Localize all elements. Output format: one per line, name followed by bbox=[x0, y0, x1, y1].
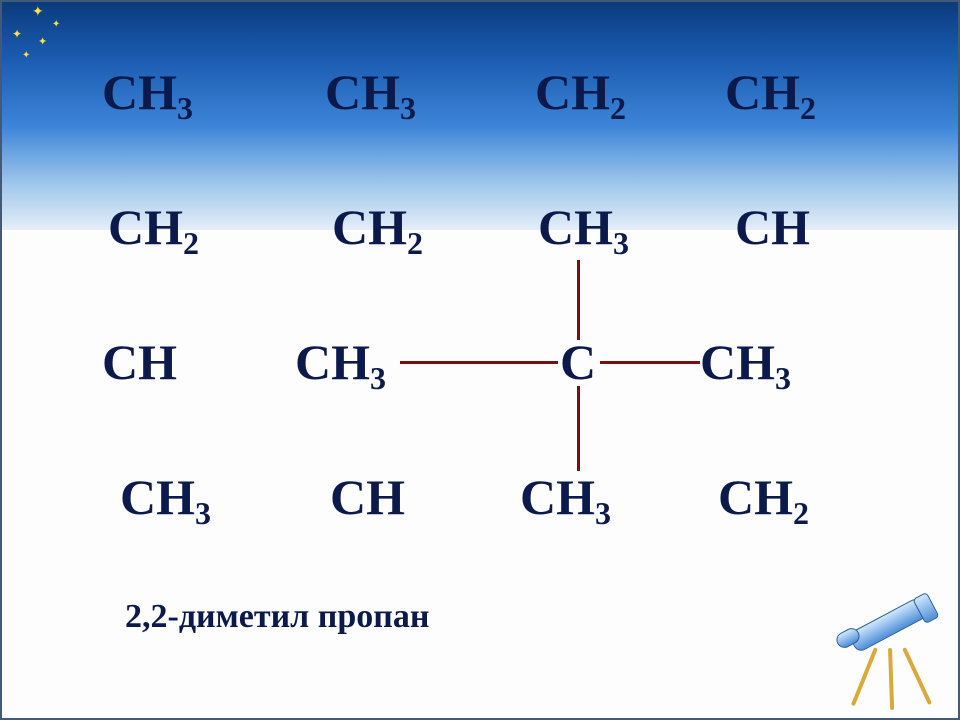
formula-sub: 2 bbox=[793, 495, 809, 531]
formula-r1c4: CH2 bbox=[725, 63, 816, 121]
formula-sub: 3 bbox=[613, 225, 629, 261]
formula-base: C bbox=[560, 334, 596, 390]
bond-line-top bbox=[577, 260, 580, 340]
formula-r4c2: CH bbox=[330, 468, 405, 526]
formula-sub: 3 bbox=[775, 360, 791, 396]
formula-r3c1: CH bbox=[102, 333, 177, 391]
formula-sub: 3 bbox=[400, 90, 416, 126]
caption-text: 2,2-диметил пропан bbox=[125, 598, 429, 635]
formula-sub: 3 bbox=[370, 360, 386, 396]
formula-base: CH bbox=[520, 469, 595, 525]
formula-r2c3: CH3 bbox=[538, 198, 629, 256]
formula-r3c4: CH3 bbox=[700, 333, 791, 391]
sparkle-icon: ✦ bbox=[38, 37, 47, 48]
sparkle-icon: ✦ bbox=[12, 28, 22, 40]
formula-base: CH bbox=[108, 199, 183, 255]
slide-canvas: ✦✦✦✦✦ CH3 CH3 CH2 CH2 CH2 CH2 CH3 CH CH … bbox=[0, 0, 960, 720]
formula-sub: 2 bbox=[183, 225, 199, 261]
formula-r1c2: CH3 bbox=[325, 63, 416, 121]
formula-base: CH bbox=[102, 64, 177, 120]
formula-r3c3: C bbox=[560, 333, 596, 391]
sparkle-icon: ✦ bbox=[22, 51, 30, 61]
formula-sub: 3 bbox=[177, 90, 193, 126]
formula-r2c2: CH2 bbox=[332, 198, 423, 256]
formula-sub: 2 bbox=[610, 90, 626, 126]
formula-r4c4: CH2 bbox=[718, 468, 809, 526]
formula-base: CH bbox=[120, 469, 195, 525]
formula-r2c4: CH bbox=[735, 198, 810, 256]
bond-line-left bbox=[400, 361, 558, 364]
formula-base: CH bbox=[330, 469, 405, 525]
formula-base: CH bbox=[718, 469, 793, 525]
formula-r2c1: CH2 bbox=[108, 198, 199, 256]
formula-base: CH bbox=[295, 334, 370, 390]
sparkle-icon: ✦ bbox=[32, 6, 44, 20]
formula-base: CH bbox=[700, 334, 775, 390]
bond-line-right bbox=[600, 361, 700, 364]
formula-base: CH bbox=[332, 199, 407, 255]
formula-base: CH bbox=[735, 199, 810, 255]
formula-base: CH bbox=[535, 64, 610, 120]
formula-r4c1: CH3 bbox=[120, 468, 211, 526]
bond-line-bottom bbox=[577, 386, 580, 471]
telescope-icon bbox=[828, 590, 948, 710]
formula-base: CH bbox=[102, 334, 177, 390]
formula-sub: 2 bbox=[407, 225, 423, 261]
sparkle-icon: ✦ bbox=[52, 20, 60, 30]
formula-sub: 3 bbox=[595, 495, 611, 531]
formula-r1c3: CH2 bbox=[535, 63, 626, 121]
formula-base: CH bbox=[725, 64, 800, 120]
formula-sub: 3 bbox=[195, 495, 211, 531]
formula-r1c1: CH3 bbox=[102, 63, 193, 121]
compound-caption: 2,2-диметил пропан bbox=[125, 598, 429, 636]
formula-r3c2: CH3 bbox=[295, 333, 386, 391]
formula-sub: 2 bbox=[800, 90, 816, 126]
formula-r4c3: CH3 bbox=[520, 468, 611, 526]
formula-base: CH bbox=[538, 199, 613, 255]
formula-base: CH bbox=[325, 64, 400, 120]
